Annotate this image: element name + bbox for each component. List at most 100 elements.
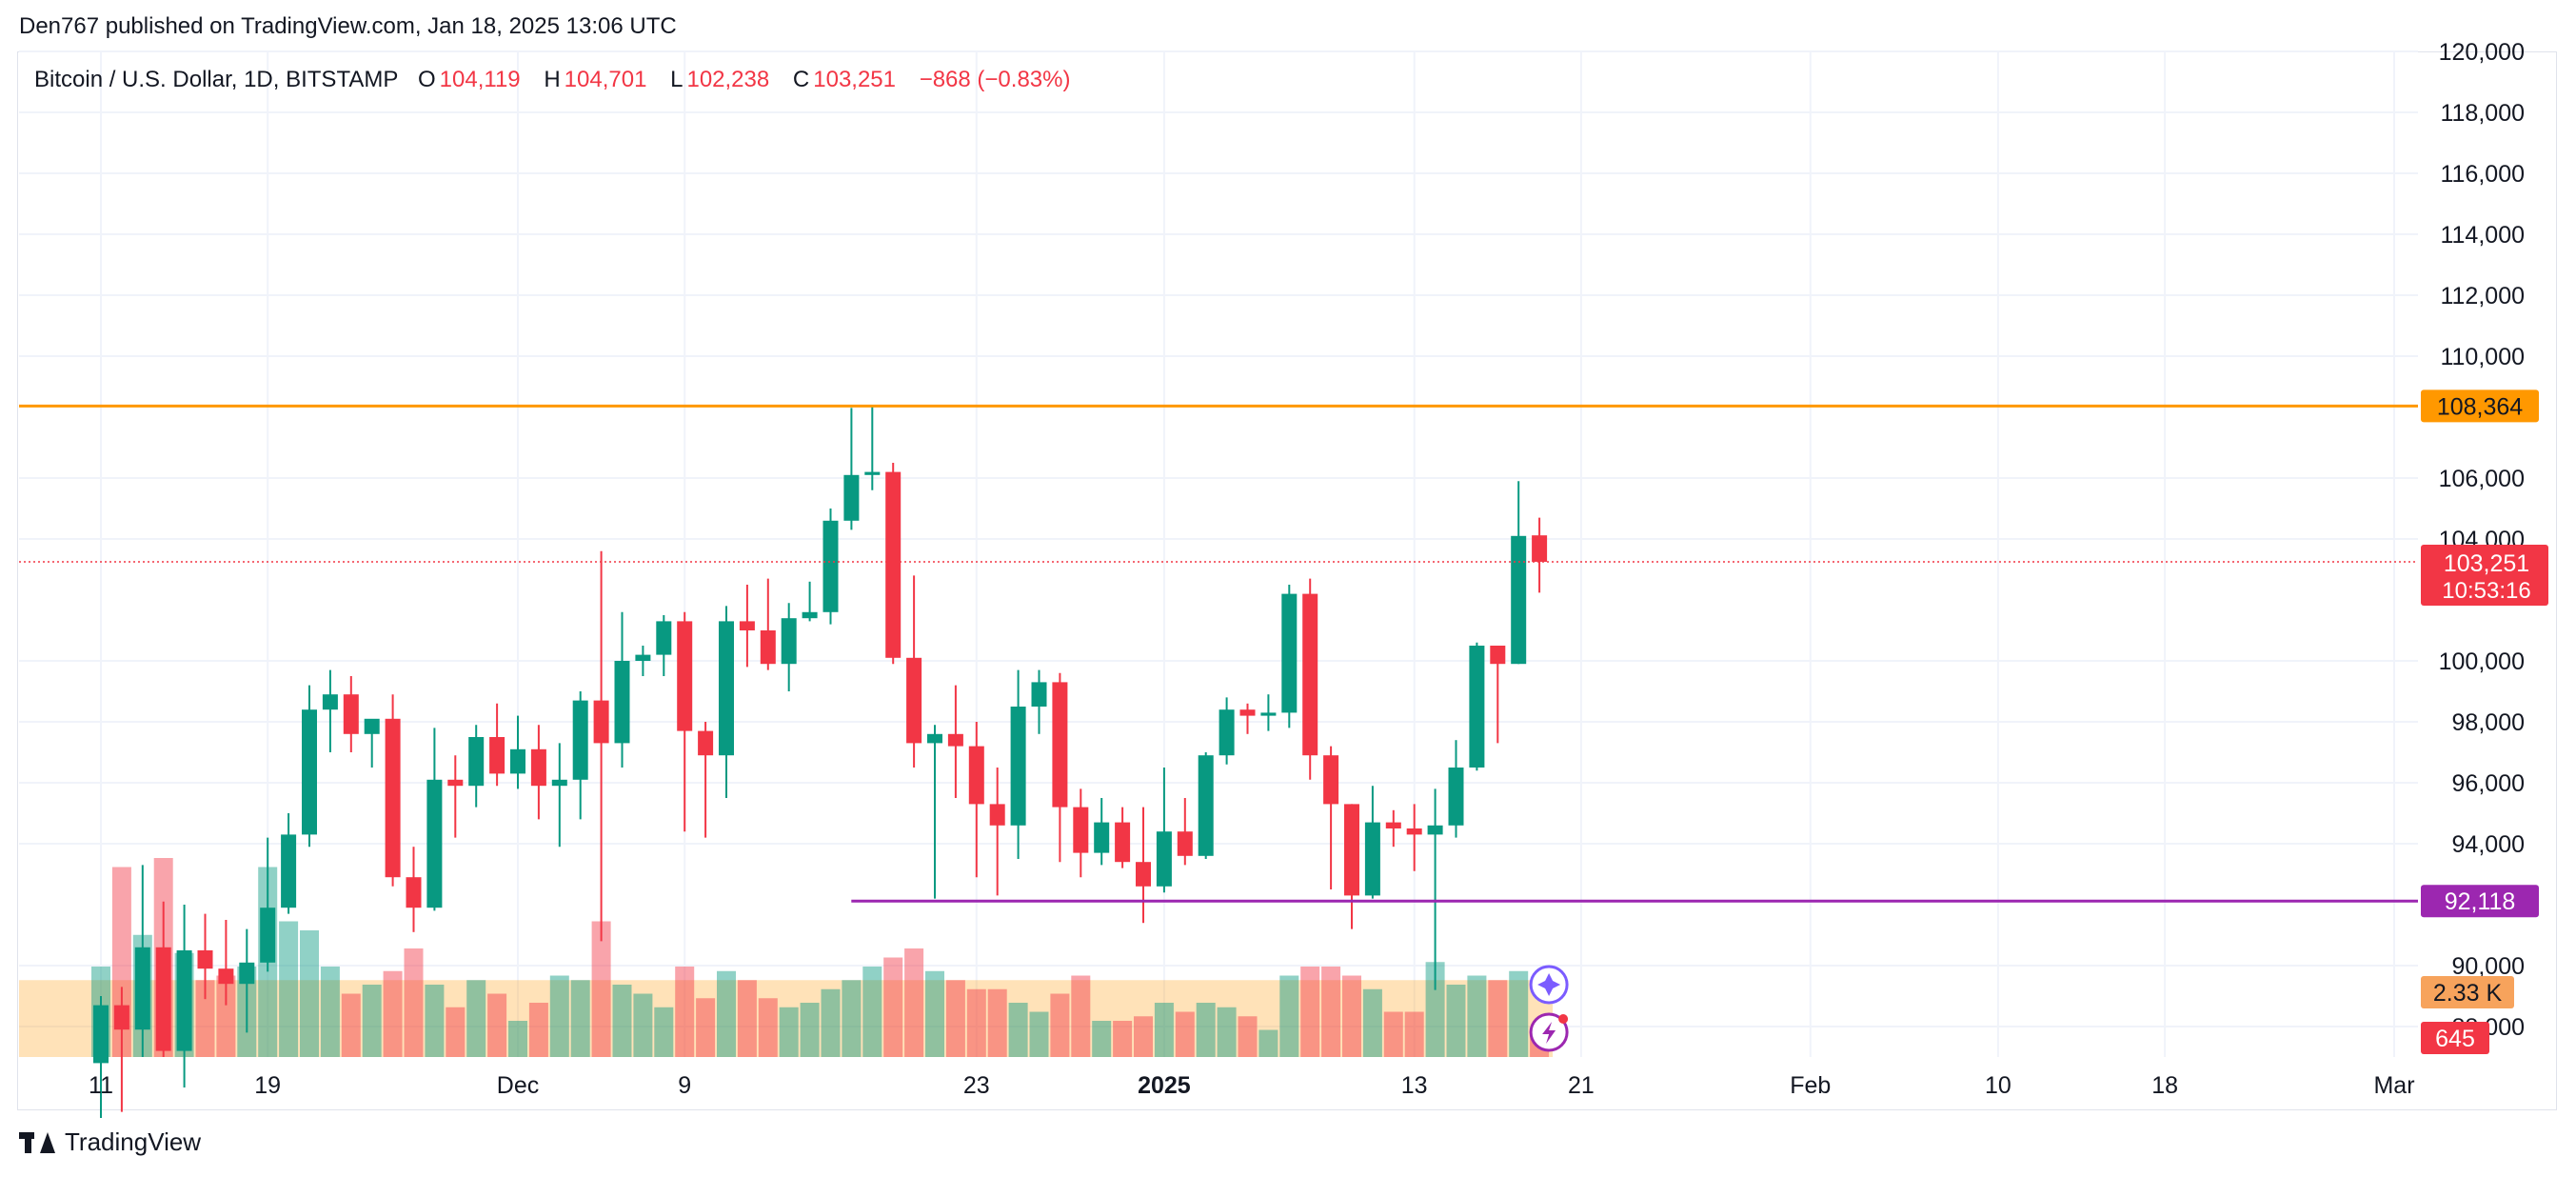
y-axis-tick-label: 120,000: [2439, 39, 2525, 66]
candle-up[interactable]: [510, 749, 525, 774]
candle-down[interactable]: [1407, 828, 1422, 834]
volume-bar: [1030, 1012, 1049, 1058]
candle-down[interactable]: [114, 1006, 129, 1030]
candle-up[interactable]: [823, 521, 839, 612]
candle-down[interactable]: [447, 780, 463, 786]
candle-up[interactable]: [615, 661, 630, 743]
candle-down[interactable]: [1052, 682, 1067, 807]
candle-up[interactable]: [177, 950, 192, 1051]
candle-down[interactable]: [198, 950, 213, 968]
candle-up[interactable]: [656, 621, 671, 654]
volume-bar: [1279, 976, 1298, 1058]
candle-up[interactable]: [1219, 709, 1235, 755]
y-axis-tick-label: 90,000: [2452, 953, 2525, 980]
candle-up[interactable]: [573, 701, 588, 780]
candle-down[interactable]: [218, 968, 233, 984]
x-axis-tick-label: Dec: [497, 1072, 539, 1099]
volume-bar: [842, 980, 861, 1057]
candle-down[interactable]: [1178, 831, 1193, 856]
candle-down[interactable]: [1115, 823, 1130, 863]
candle-up[interactable]: [843, 475, 859, 521]
candle-down[interactable]: [1073, 808, 1088, 853]
candle-up[interactable]: [635, 655, 650, 661]
candle-up[interactable]: [365, 719, 380, 734]
y-axis-tick-label: 114,000: [2440, 222, 2525, 249]
volume-bar: [862, 967, 882, 1057]
candle-down[interactable]: [344, 694, 359, 734]
candle-down[interactable]: [885, 472, 901, 658]
candle-up[interactable]: [1511, 536, 1526, 664]
candle-down[interactable]: [1386, 823, 1401, 828]
x-axis-tick-label: Feb: [1790, 1072, 1831, 1099]
candle-down[interactable]: [906, 658, 921, 744]
candle-down[interactable]: [990, 804, 1005, 825]
candle-down[interactable]: [156, 948, 171, 1051]
candle-down[interactable]: [594, 701, 609, 744]
candle-down[interactable]: [1323, 755, 1338, 804]
candle-down[interactable]: [386, 719, 401, 877]
candle-up[interactable]: [281, 834, 296, 908]
candle-down[interactable]: [698, 731, 713, 756]
volume-bar: [613, 985, 632, 1057]
candle-up[interactable]: [1032, 682, 1047, 707]
candle-down[interactable]: [969, 747, 984, 805]
candle-down[interactable]: [740, 621, 755, 630]
low-label: L: [670, 67, 683, 92]
support-price-label: 92,118: [2445, 888, 2516, 915]
candle-up[interactable]: [803, 612, 818, 618]
x-axis-tick-label: 21: [1568, 1072, 1595, 1099]
candle-up[interactable]: [468, 737, 484, 786]
candle-down[interactable]: [406, 877, 422, 908]
candle-down[interactable]: [1532, 535, 1547, 562]
candle-down[interactable]: [761, 630, 776, 664]
candle-up[interactable]: [1281, 594, 1297, 713]
candle-up[interactable]: [1199, 755, 1214, 856]
candle-up[interactable]: [1260, 712, 1276, 715]
candle-up[interactable]: [552, 780, 567, 786]
candle-up[interactable]: [1157, 831, 1172, 887]
candle-up[interactable]: [1094, 823, 1109, 853]
candle-up[interactable]: [1469, 646, 1484, 768]
volume-bar: [1384, 1012, 1403, 1058]
tradingview-brand[interactable]: TradingView: [19, 1127, 201, 1157]
candle-down[interactable]: [531, 749, 546, 786]
candle-down[interactable]: [1344, 804, 1359, 895]
volume-bar: [780, 1007, 799, 1057]
candle-up[interactable]: [1449, 768, 1464, 826]
volume-bar: [1342, 976, 1361, 1058]
candle-up[interactable]: [426, 780, 442, 908]
volume-bar: [1300, 967, 1319, 1057]
volume-bar: [466, 980, 485, 1057]
candle-up[interactable]: [1011, 707, 1026, 826]
candle-down[interactable]: [1302, 594, 1318, 756]
volume-last-label: 645: [2435, 1026, 2475, 1052]
candle-down[interactable]: [1240, 709, 1256, 715]
candle-down[interactable]: [948, 734, 963, 747]
price-chart[interactable]: 88,00090,00094,00096,00098,000100,000104…: [0, 0, 2576, 1177]
candle-up[interactable]: [260, 908, 275, 963]
candle-up[interactable]: [1365, 823, 1380, 896]
volume-bar: [1258, 1030, 1278, 1058]
volume-bar: [1155, 1003, 1174, 1057]
volume-bar: [1092, 1021, 1111, 1057]
candle-up[interactable]: [927, 734, 942, 744]
y-axis-tick-label: 94,000: [2452, 831, 2525, 858]
candle-up[interactable]: [302, 709, 317, 834]
candle-up[interactable]: [1428, 826, 1443, 835]
x-axis-tick-label: 10: [1985, 1072, 2011, 1099]
candle-down[interactable]: [1490, 646, 1505, 664]
candle-down[interactable]: [489, 737, 505, 773]
candle-down[interactable]: [1136, 862, 1151, 887]
candle-up[interactable]: [782, 618, 797, 664]
candle-up[interactable]: [323, 694, 338, 709]
volume-bar: [946, 980, 965, 1057]
volume-bar: [1488, 980, 1507, 1057]
candle-up[interactable]: [239, 963, 254, 984]
x-axis-tick-label: 9: [678, 1072, 691, 1099]
candle-up[interactable]: [719, 621, 734, 755]
candle-down[interactable]: [677, 621, 692, 730]
symbol-legend[interactable]: Bitcoin / U.S. Dollar, 1D, BITSTAMP O 104…: [34, 67, 1087, 93]
candle-up[interactable]: [93, 1006, 109, 1064]
candle-up[interactable]: [135, 948, 150, 1029]
candle-up[interactable]: [864, 472, 880, 475]
